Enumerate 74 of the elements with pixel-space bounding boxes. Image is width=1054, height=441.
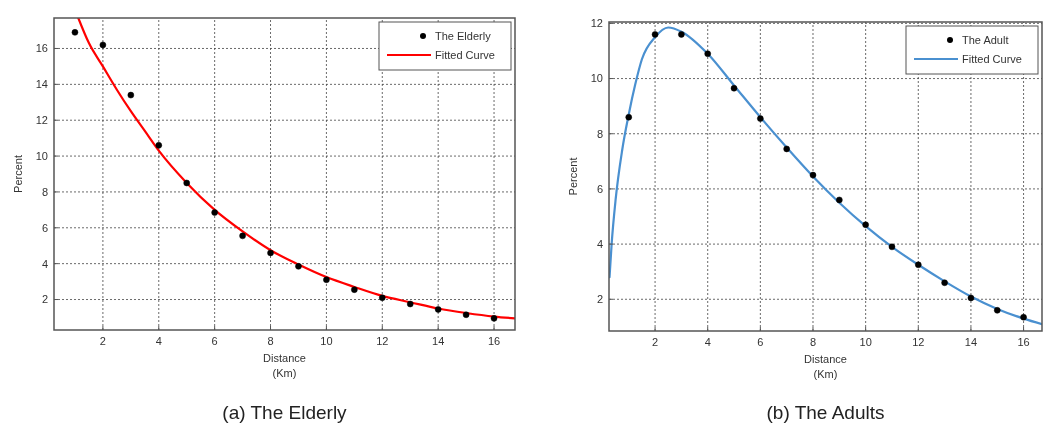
x-tick-label: 10 <box>320 335 333 347</box>
point <box>783 145 790 153</box>
legend-label: The Elderly <box>435 29 492 42</box>
y-tick-label: 2 <box>41 293 48 306</box>
y-tick-label: 10 <box>35 149 48 162</box>
point <box>211 209 218 216</box>
point <box>836 196 843 204</box>
y-axis-title: Percent <box>12 155 24 193</box>
line-series <box>77 18 515 320</box>
x-tick-label: 2 <box>652 336 659 348</box>
point <box>183 179 190 187</box>
point <box>730 84 738 92</box>
legend-label: Fitted Curve <box>962 52 1022 65</box>
x-tick-label: 6 <box>757 336 764 348</box>
point <box>295 263 302 270</box>
legend-label: The Adult <box>962 33 1009 46</box>
x-tick-label: 8 <box>809 336 817 348</box>
x-tick-label: 16 <box>487 335 501 347</box>
x-tick-label: 2 <box>99 335 106 347</box>
x-axis-title: Distance (Km) <box>263 352 306 379</box>
y-tick-label: 4 <box>41 257 48 270</box>
point <box>625 113 632 121</box>
point <box>704 50 711 57</box>
point <box>888 243 896 251</box>
x-tick-label: 8 <box>267 335 274 347</box>
x-tick-label: 12 <box>376 335 389 347</box>
point <box>809 171 817 179</box>
point <box>155 142 163 149</box>
x-axis-title: Distance (Km) <box>804 353 847 380</box>
point <box>678 31 685 38</box>
x-tick-label: 6 <box>211 335 218 347</box>
point <box>351 286 358 293</box>
y-tick-label: 6 <box>41 221 48 234</box>
x-tick-label: 10 <box>859 336 872 348</box>
point <box>99 41 107 49</box>
y-tick-label: 8 <box>596 127 603 140</box>
y-tick-label: 8 <box>41 185 48 198</box>
point <box>1020 313 1027 321</box>
x-tick-label: 4 <box>155 335 162 347</box>
point <box>323 276 330 284</box>
legend-label: Fitted Curve <box>435 48 495 61</box>
text: (a) The Elderly <box>222 402 348 423</box>
point <box>434 306 442 313</box>
point <box>239 232 246 240</box>
point <box>71 29 79 36</box>
y-axis-title: Percent <box>567 157 579 196</box>
x-tick-label: 12 <box>912 336 925 348</box>
point <box>994 307 1001 314</box>
point <box>915 261 922 269</box>
point <box>379 294 386 301</box>
point <box>967 294 975 302</box>
x-tick-label: 14 <box>964 336 978 348</box>
point <box>462 311 470 319</box>
y-tick-label: 16 <box>35 42 48 55</box>
point <box>490 315 498 322</box>
y-tick-label: 10 <box>590 72 603 85</box>
point <box>941 279 948 286</box>
y-tick-label: 12 <box>590 17 603 30</box>
point <box>862 221 869 229</box>
point <box>651 31 659 38</box>
point <box>127 91 135 99</box>
x-tick-label: 14 <box>432 335 445 347</box>
text: (b) The Adults <box>766 402 885 423</box>
point <box>406 300 414 308</box>
y-tick-label: 2 <box>596 293 603 306</box>
x-tick-label: 4 <box>704 336 711 348</box>
point <box>757 115 764 122</box>
y-tick-label: 4 <box>596 237 603 250</box>
y-tick-label: 12 <box>35 114 48 127</box>
y-tick-label: 6 <box>596 182 603 195</box>
line-series <box>609 26 1042 326</box>
x-tick-label: 16 <box>1017 336 1030 348</box>
y-tick-label: 14 <box>35 78 48 91</box>
point <box>267 249 274 257</box>
